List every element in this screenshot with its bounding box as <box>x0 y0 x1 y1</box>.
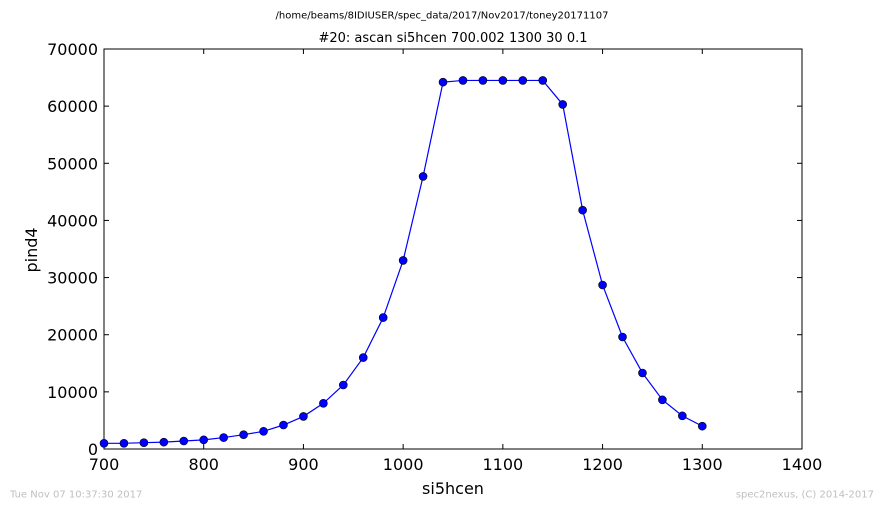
data-point <box>99 438 109 448</box>
data-point <box>598 280 607 290</box>
x-tick-label: 700 <box>89 455 120 474</box>
axes-frame <box>103 48 803 450</box>
data-point <box>538 76 548 85</box>
data-point <box>558 100 567 109</box>
chart-title: #20: ascan si5hcen 700.002 1300 30 0.1 <box>318 31 587 46</box>
data-point <box>319 398 328 408</box>
footer-credit: spec2nexus, (C) 2014-2017 <box>736 490 874 501</box>
data-point <box>179 436 189 446</box>
y-tick-label: 10000 <box>47 383 98 402</box>
x-tick-label: 1100 <box>482 455 523 474</box>
data-point <box>438 77 448 87</box>
series-layer <box>99 76 707 448</box>
x-tick-label: 900 <box>288 455 319 474</box>
data-point <box>219 433 228 442</box>
data-point <box>299 412 308 421</box>
data-point <box>618 332 627 342</box>
data-point <box>358 353 368 362</box>
file-path: /home/beams/8IDIUSER/spec_data/2017/Nov2… <box>276 11 609 22</box>
data-point <box>139 438 149 448</box>
data-point <box>159 437 169 447</box>
data-point <box>378 313 388 322</box>
y-tick-label: 70000 <box>47 40 98 59</box>
data-point <box>478 76 488 85</box>
data-point <box>678 411 687 421</box>
data-point <box>119 438 129 448</box>
data-point <box>259 426 268 436</box>
data-point <box>697 421 707 431</box>
x-tick-label: 1200 <box>582 455 623 474</box>
x-axis: 700 800 900 1000 1100 1200 1300 1400 <box>89 49 823 474</box>
data-point <box>279 420 288 430</box>
y-axis: 0 10000 20000 30000 40000 50000 60000 70000 <box>47 40 802 459</box>
y-tick-label: 60000 <box>47 97 98 116</box>
data-point <box>578 205 587 215</box>
data-point <box>398 256 408 265</box>
data-point <box>418 172 428 181</box>
y-tick-label: 20000 <box>47 326 98 345</box>
y-tick-label: 40000 <box>47 211 98 230</box>
data-point <box>199 435 209 445</box>
y-tick-label: 30000 <box>47 269 98 288</box>
x-axis-label: si5hcen <box>422 479 484 498</box>
x-tick-label: 1000 <box>383 455 424 474</box>
data-point <box>638 368 647 378</box>
y-tick-label: 0 <box>88 440 98 459</box>
plot-area: 700 800 900 1000 1100 1200 1300 1400 0 10000 2000… <box>47 40 822 474</box>
footer-timestamp: Tue Nov 07 10:37:30 2017 <box>9 490 142 501</box>
data-point <box>518 76 528 85</box>
x-tick-label: 1400 <box>782 455 823 474</box>
data-point <box>239 430 248 440</box>
x-tick-label: 1300 <box>682 455 723 474</box>
data-point <box>658 395 667 405</box>
y-tick-label: 50000 <box>47 154 98 173</box>
data-point <box>498 76 508 85</box>
data-point <box>339 380 348 390</box>
y-axis-label: pind4 <box>22 227 41 272</box>
data-point <box>458 76 468 85</box>
x-tick-label: 800 <box>188 455 219 474</box>
